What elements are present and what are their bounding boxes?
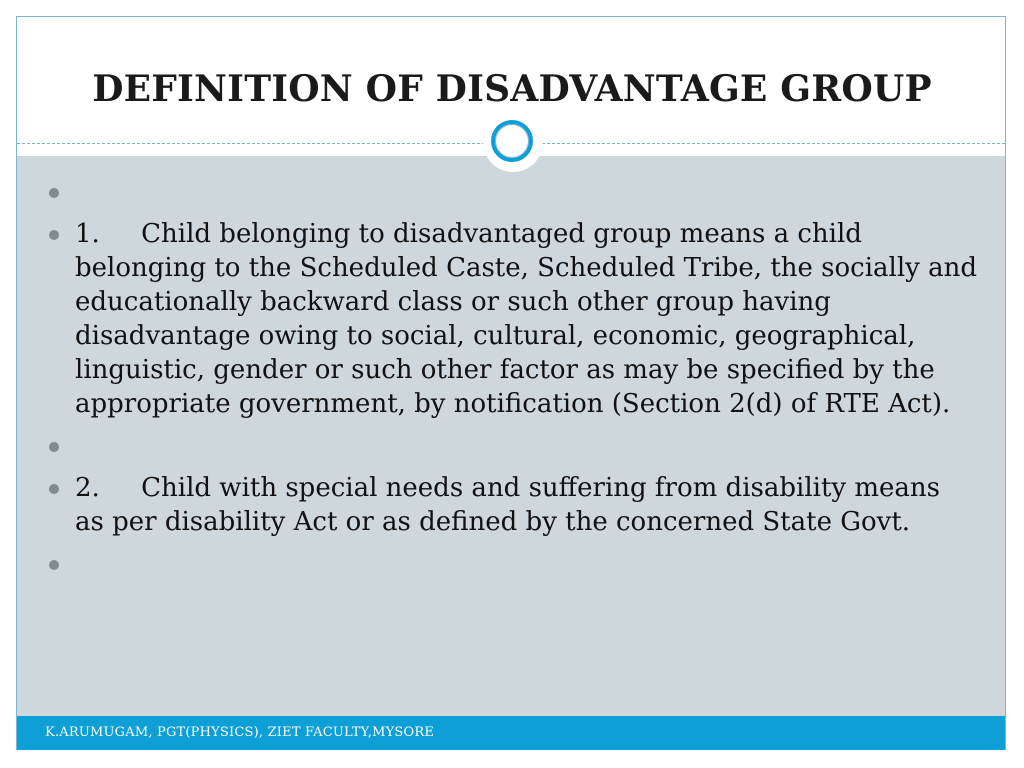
bullet-item: 2. Child with special needs and sufferin… bbox=[47, 471, 977, 539]
bullet-item bbox=[47, 175, 977, 209]
footer-bar: K.ARUMUGAM, PGT(PHYSICS), ZIET FACULTY,M… bbox=[17, 716, 1005, 750]
bullet-dot-icon bbox=[49, 188, 59, 198]
bullet-dot-icon bbox=[49, 560, 59, 570]
bullet-dot-icon bbox=[49, 484, 59, 494]
bullet-text: 1. Child belonging to disadvantaged grou… bbox=[75, 219, 978, 419]
slide-frame: DEFINITION OF DISADVANTAGE GROUP 1. Chil… bbox=[16, 16, 1006, 750]
bullet-item bbox=[47, 547, 977, 581]
bullet-item: 1. Child belonging to disadvantaged grou… bbox=[47, 217, 977, 421]
bullet-item bbox=[47, 429, 977, 463]
bullet-dot-icon bbox=[49, 442, 59, 452]
content-panel bbox=[17, 156, 1005, 716]
bullet-text: 2. Child with special needs and sufferin… bbox=[75, 473, 949, 537]
bullet-list: 1. Child belonging to disadvantaged grou… bbox=[47, 175, 977, 589]
slide-title: DEFINITION OF DISADVANTAGE GROUP bbox=[92, 68, 932, 110]
bullet-dot-icon bbox=[49, 230, 59, 240]
footer-text: K.ARUMUGAM, PGT(PHYSICS), ZIET FACULTY,M… bbox=[45, 725, 435, 740]
ring-icon-inner bbox=[495, 124, 529, 158]
